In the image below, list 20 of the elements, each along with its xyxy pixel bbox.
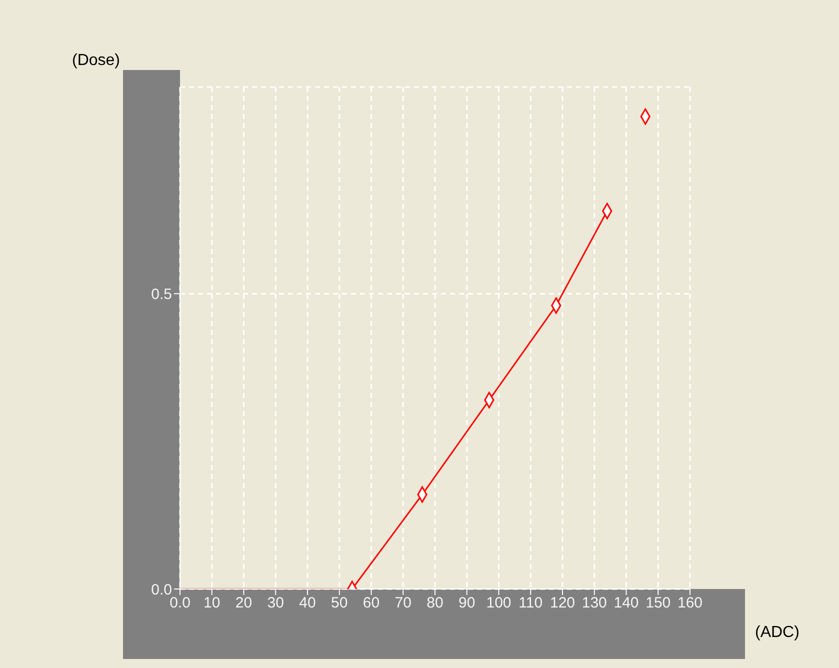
- x-tick-label: 20: [235, 594, 252, 612]
- x-tick-label: 160: [677, 594, 703, 612]
- x-tick-label: 150: [646, 594, 671, 612]
- x-tick-label: 90: [458, 594, 476, 612]
- x-tick-label: 120: [550, 594, 576, 612]
- x-tick-label: 10: [204, 594, 220, 612]
- x-tick-label: 70: [394, 594, 412, 612]
- x-tick-label: 60: [362, 594, 380, 612]
- x-tick-label: 140: [614, 594, 639, 612]
- x-tick-label: 0.0: [170, 594, 190, 612]
- y-tick-label: 0.5: [151, 286, 172, 304]
- x-tick-label: 40: [299, 594, 316, 612]
- x-tick-label: 100: [486, 594, 512, 612]
- x-tick-label: 110: [518, 594, 543, 612]
- x-tick-label: 80: [426, 594, 444, 612]
- x-tick-label: 30: [267, 594, 284, 612]
- x-axis-title: (ADC): [755, 624, 800, 642]
- x-tick-label: 50: [331, 594, 348, 612]
- x-tick-label: 130: [582, 594, 607, 612]
- y-axis-title: (Dose): [72, 52, 120, 70]
